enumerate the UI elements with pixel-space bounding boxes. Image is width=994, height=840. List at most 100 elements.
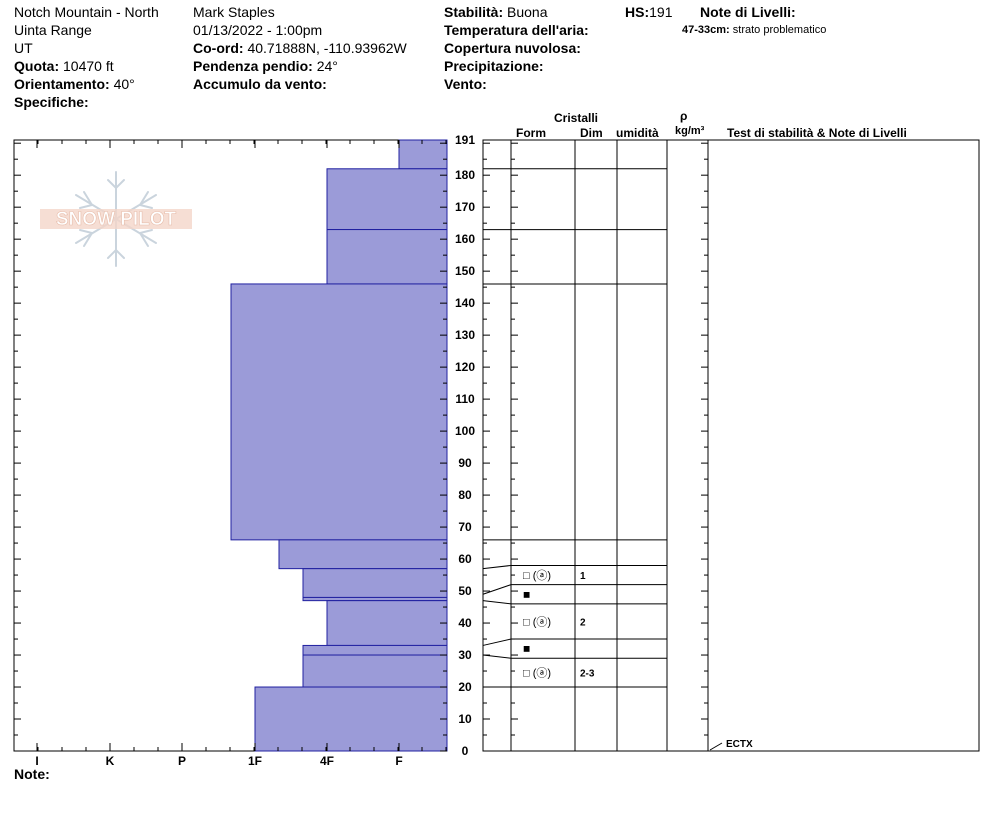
hs-label: HS: [625,4,650,20]
depth-tick-label: 140 [455,296,475,310]
wind-loading-label: Accumulo da vento: [193,76,327,92]
crystal-form: □ (ⓐ) [523,569,551,582]
crystal-table-frame [482,139,980,752]
wind-label: Vento: [444,76,487,92]
crystal-marker: ■ [523,587,530,601]
hardness-layer [302,654,448,688]
layer-note-text: strato problematico [732,24,827,36]
table-connector-line [482,564,512,570]
hardness-layer [302,568,448,598]
hardness-bars [230,139,448,752]
notes-label: Note: [14,766,50,782]
observation-datetime: 01/13/2022 - 1:00pm [193,22,323,38]
hardness-layer [278,539,448,570]
test-pointer [709,742,723,751]
slope-value: 24° [316,58,338,74]
coord-value: 40.71888N, -110.93962W [247,40,407,56]
crystal-size: 2 [580,617,586,628]
crystals-header: Cristalli [554,111,599,125]
elevation-label: Quota: [14,58,60,74]
depth-tick-label: 0 [462,744,469,758]
hardness-layer [326,600,448,646]
snowpilot-logo-text: SNOW PILOT [56,209,177,230]
snowpilot-logo: SNOW PILOT [40,171,192,267]
depth-tick-label: 150 [455,264,475,278]
slope-row: Pendenza pendio: 24° [193,58,338,74]
depth-tick-label: 100 [455,424,475,438]
layer-note-range: 47-33cm: [682,24,730,36]
depth-tick-label: 10 [458,712,472,726]
aspect-value: 40° [113,76,135,92]
stability-label: Stabilità: [444,4,504,20]
crystal-marker: ■ [523,642,530,656]
stability-value: Buona [507,4,548,20]
density-unit-header: kg/m³ [675,125,705,137]
table-connector-line [482,638,512,646]
stability-tests: ECTX [709,739,753,751]
table-connector-line [482,600,512,605]
location-state: UT [14,40,33,56]
hardness-tick-label: 1F [248,754,262,768]
aspect-label: Orientamento: [14,76,110,92]
depth-tick-label: 170 [455,200,475,214]
hardness-tick-label: I [35,754,38,768]
hardness-axis: I K P 1F 4F F [13,140,447,768]
hardness-layer [254,686,448,752]
layer-notes-label: Note di Livelli: [700,4,796,20]
crystal-table-rows: □ (ⓐ) 1 ■ □ (ⓐ) 2 ■ □ (ⓐ) 2-3 [482,168,667,688]
form-header: Form [516,126,546,140]
depth-tick-label: 160 [455,232,475,246]
hs-row: HS:191 [625,4,672,20]
crystal-size: 1 [580,571,586,582]
depth-tick-label: 90 [458,456,472,470]
table-connector-line [482,654,512,659]
moisture-header: umidità [616,126,659,140]
depth-tick-label: 191 [455,133,475,147]
specifics-label: Specifiche: [14,94,89,110]
elevation-value: 10470 ft [63,58,114,74]
crystal-form: □ (ⓐ) [523,667,551,680]
table-connector-line [482,584,512,595]
precip-label: Precipitazione: [444,58,544,74]
depth-tick-label: 110 [455,392,475,406]
cloud-label: Copertura nuvolosa: [444,40,581,56]
location-name: Notch Mountain - North [14,4,159,20]
depth-tick-label: 180 [455,168,475,182]
crystal-form: □ (ⓐ) [523,615,551,628]
hardness-tick-label: F [395,754,402,768]
coord-row: Co-ord: 40.71888N, -110.93962W [193,40,407,56]
hs-value: 191 [649,4,673,20]
depth-tick-label: 50 [458,584,472,598]
hardness-tick-label: 4F [320,754,334,768]
crystal-size: 2-3 [580,669,595,680]
depth-tick-label: 30 [458,648,472,662]
hardness-tick-label: P [178,754,186,768]
hardness-layer [326,229,448,285]
hardness-layer [326,168,448,231]
depth-tick-label: 60 [458,552,472,566]
depth-tick-label: 120 [455,360,475,374]
test-label: ECTX [726,739,753,750]
hardness-tick-label: K [106,754,115,768]
hardness-layer [398,139,448,170]
location-range: Uinta Range [14,22,92,38]
aspect-row: Orientamento: 40° [14,76,135,92]
rho-header: ρ [680,109,688,123]
slope-label: Pendenza pendio: [193,58,313,74]
depth-tick-label: 80 [458,488,472,502]
hardness-layer [230,283,448,541]
tests-header: Test di stabilità & Note di Livelli [727,126,907,140]
stability-row: Stabilità: Buona [444,4,548,20]
observer-name: Mark Staples [193,4,275,20]
layer-note: 47-33cm: strato problematico [682,24,826,37]
depth-tick-label: 40 [458,616,472,630]
hardness-layer [302,644,448,656]
depth-axis: 0 10 20 30 40 50 60 70 80 90 100 110 120 130 140 150 160… [14,133,708,758]
air-temp-label: Temperatura dell'aria: [444,22,589,38]
depth-tick-label: 70 [458,520,472,534]
elevation-row: Quota: 10470 ft [14,58,114,74]
depth-tick-label: 130 [455,328,475,342]
coord-label: Co-ord: [193,40,244,56]
size-header: Dim [580,126,603,140]
